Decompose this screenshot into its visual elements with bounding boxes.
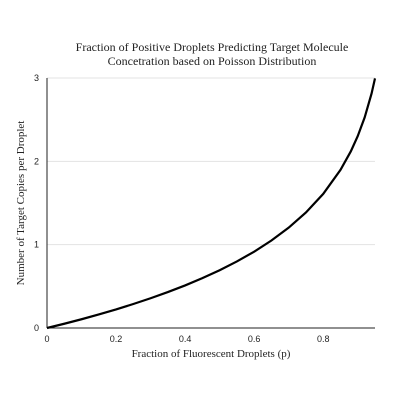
x-axis-label: Fraction of Fluorescent Droplets (p) [132,348,291,360]
axis-layer [46,78,375,329]
chart-title-line-2: Concetration based on Poisson Distributi… [108,54,317,68]
x-tick-label-4: 0.8 [317,334,330,344]
y-axis-label: Number of Target Copies per Droplet [15,121,27,286]
y-tick-label-0: 0 [34,323,39,333]
chart-title-line-1: Fraction of Positive Droplets Predicting… [76,40,349,54]
data-series-line [46,78,377,330]
ticks-layer: 0 1 2 3 0 0.2 0.4 0.6 0.8 [34,73,329,344]
y-tick-label-2: 2 [34,156,39,166]
y-tick-label-1: 1 [34,240,39,250]
x-tick-label-1: 0.2 [110,334,123,344]
x-tick-label-0: 0 [44,334,49,344]
y-tick-label-3: 3 [34,73,39,83]
grid-layer [47,77,375,246]
x-tick-label-2: 0.4 [179,334,192,344]
x-tick-label-3: 0.6 [248,334,261,344]
